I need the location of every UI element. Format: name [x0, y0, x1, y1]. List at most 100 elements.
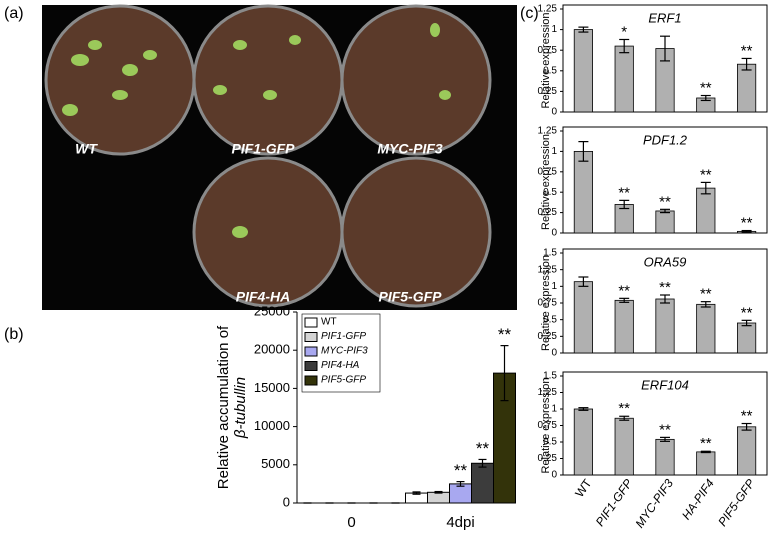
bar [737, 322, 757, 354]
error-bar [741, 229, 752, 233]
y-tick-label: 0.75 [538, 166, 558, 177]
error-bar [741, 422, 752, 431]
bar [696, 451, 716, 476]
x-tick-label: MYC-PIF3 [632, 476, 676, 530]
y-tick-label: 1.25 [538, 126, 558, 137]
y-axis-label: Relative expression [540, 134, 552, 230]
panel-label: (c) [520, 5, 539, 22]
y-tick-label: 0.25 [538, 86, 558, 97]
error-bar [578, 26, 589, 33]
significance: ** [476, 439, 490, 458]
y-tick-label: 0.5 [543, 65, 557, 76]
significance: ** [700, 435, 712, 452]
panel-label: (b) [4, 326, 24, 343]
pot [192, 4, 344, 156]
significance: ** [741, 304, 753, 321]
y-tick-label: 25000 [254, 303, 290, 318]
bar [655, 438, 675, 476]
error-bar [741, 57, 752, 71]
leaf [143, 50, 157, 60]
legend-swatch [304, 346, 318, 357]
photo-label: PIF5-GFP [378, 289, 442, 305]
y-tick-label: 0.5 [543, 437, 557, 448]
error-bar [660, 294, 670, 304]
error-bar [660, 436, 670, 442]
leaf [62, 104, 78, 116]
leaf [430, 23, 440, 37]
y-tick-label: 1 [551, 404, 557, 415]
y-axis-label: Relative expression [540, 13, 552, 109]
error-bar [478, 458, 487, 468]
y-tick-label: 0 [551, 348, 557, 359]
y-tick-label: 0.25 [538, 331, 558, 342]
significance: ** [700, 166, 712, 183]
significance: ** [618, 282, 630, 299]
error-bar [700, 181, 711, 195]
significance: ** [700, 286, 712, 303]
bar [614, 45, 634, 113]
bar [614, 299, 634, 354]
y-tick-label: 0 [551, 107, 557, 118]
pot [192, 156, 344, 308]
significance: * [621, 23, 627, 40]
significance: ** [659, 193, 671, 210]
error-bar [660, 208, 670, 214]
x-tick-label: WT [572, 476, 595, 500]
y-axis-label-line: Relative accumulation of [215, 325, 232, 489]
error-bar [619, 297, 630, 303]
legend-label: WT [321, 317, 337, 328]
y-tick-label: 1.5 [543, 371, 557, 382]
error-bar [700, 301, 711, 308]
error-bar [578, 276, 589, 287]
error-bar [741, 319, 752, 327]
photo [42, 4, 517, 310]
error-bar [434, 490, 443, 494]
leaf [289, 35, 301, 45]
panel-label: (a) [4, 5, 24, 22]
significance: ** [618, 184, 630, 201]
legend-swatch [304, 361, 318, 371]
y-tick-label: 1 [551, 24, 557, 35]
significance: ** [454, 461, 468, 480]
bar [573, 281, 593, 354]
y-tick-label: 0 [551, 470, 557, 481]
chart-title: ORA59 [644, 254, 687, 269]
error-bar [412, 491, 421, 495]
y-tick-label: 0.25 [538, 207, 558, 218]
leaf [263, 90, 277, 100]
y-tick-label: 0.5 [543, 187, 557, 198]
y-tick-label: 20000 [254, 342, 290, 357]
chart-title: PDF1.2 [643, 132, 688, 147]
y-tick-label: 15000 [254, 380, 290, 395]
y-axis-label-line: β-tubullin [232, 377, 249, 439]
significance: ** [741, 215, 753, 232]
bar [655, 210, 675, 234]
y-tick-label: 0.5 [543, 314, 557, 325]
error-bar [619, 38, 630, 54]
error-bar [700, 94, 711, 102]
y-tick-label: 0.75 [538, 420, 558, 431]
significance: ** [741, 42, 753, 59]
y-axis-label: Relative expression [540, 378, 552, 474]
leaf [213, 85, 227, 95]
leaf [233, 40, 247, 50]
bar [573, 29, 593, 113]
y-tick-label: 1 [551, 281, 557, 292]
y-tick-label: 10000 [254, 418, 290, 433]
leaf [439, 90, 451, 100]
bar [427, 491, 450, 504]
pot [44, 4, 196, 156]
y-tick-label: 0 [283, 494, 290, 509]
legend-label: PIF1-GFP [321, 331, 366, 342]
legend-label: PIF4-HA [321, 360, 360, 371]
error-bar [619, 199, 630, 210]
x-tick-label: PIF1-GFP [593, 477, 635, 529]
error-bar [578, 141, 589, 162]
bar [471, 462, 494, 504]
bar [737, 63, 757, 113]
bar [573, 150, 593, 234]
photo-label: WT [75, 141, 98, 157]
error-bar [700, 450, 711, 454]
legend-label: PIF5-GFP [321, 375, 366, 386]
y-axis-label: Relative expression [540, 255, 552, 351]
